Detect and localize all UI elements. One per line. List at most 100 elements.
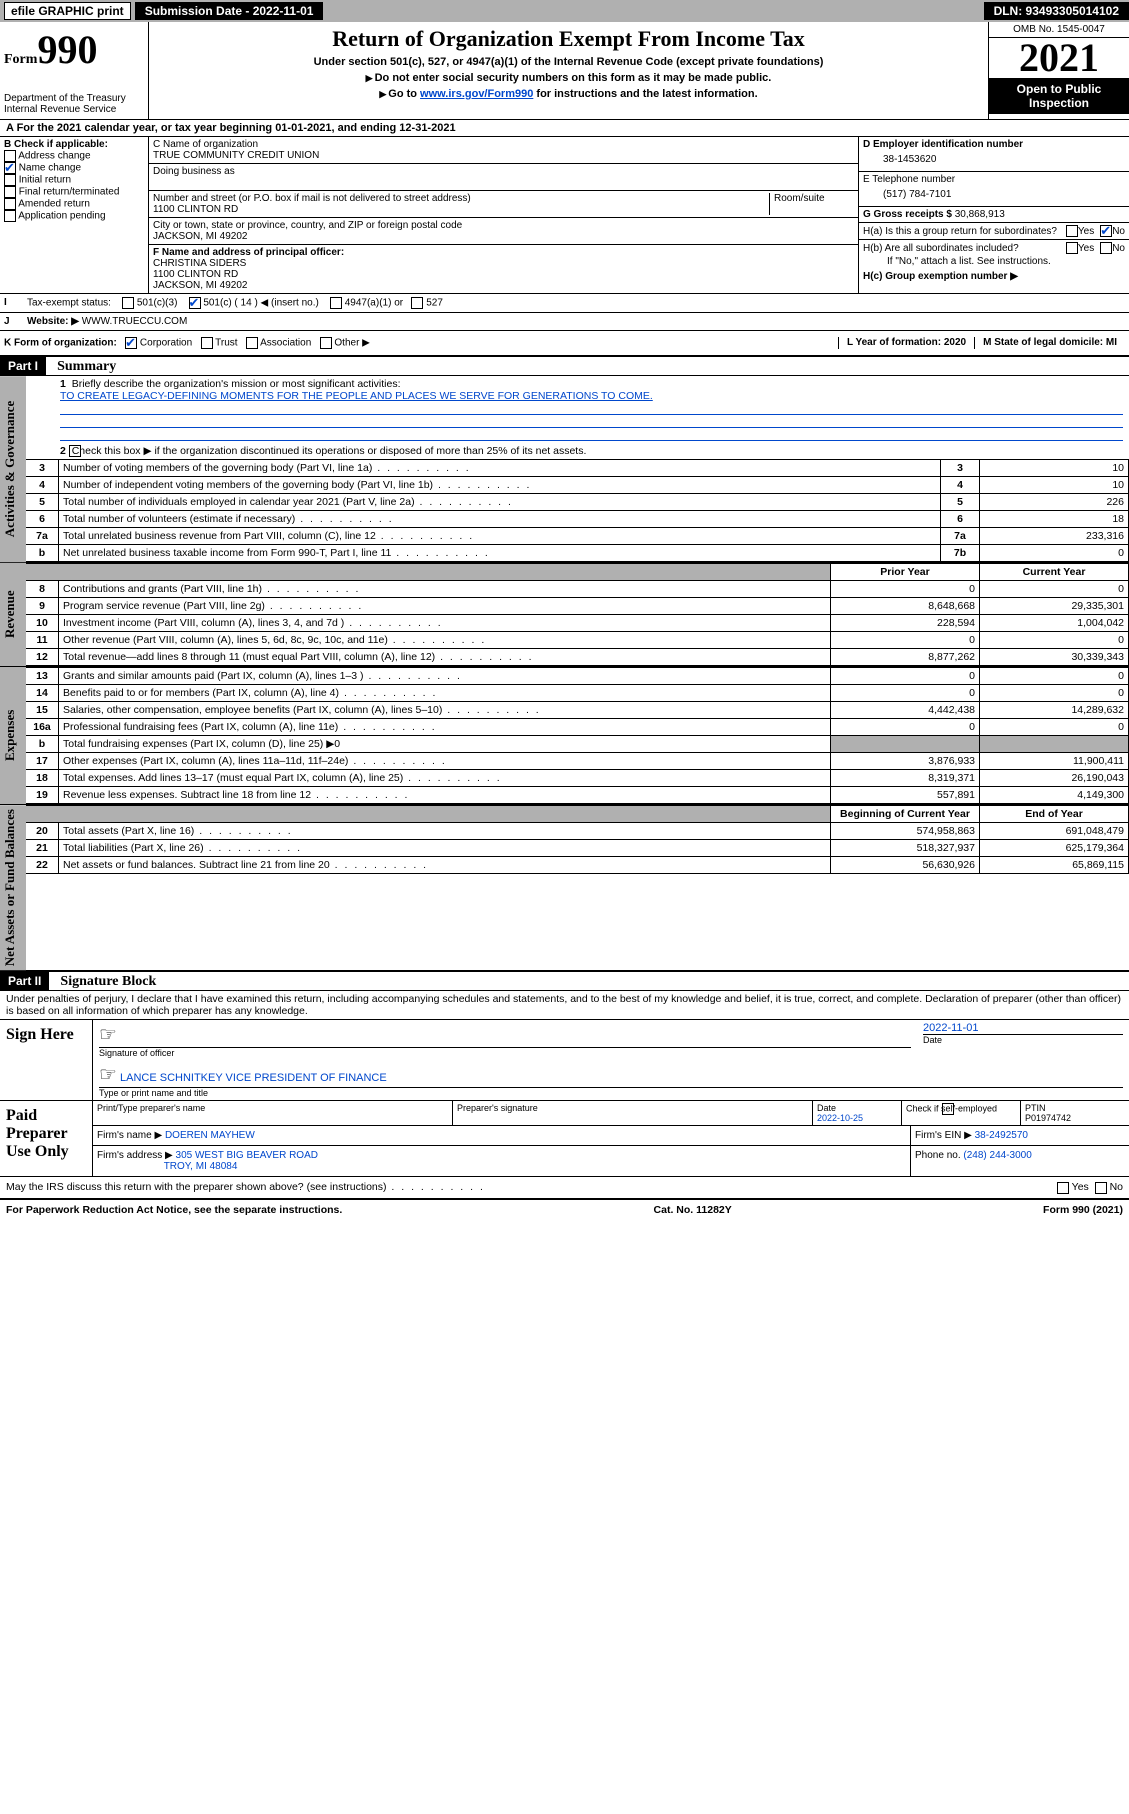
firm-name: DOEREN MAYHEW xyxy=(165,1130,255,1141)
prep-sig-label: Preparer's signature xyxy=(453,1101,813,1125)
discuss-no[interactable] xyxy=(1095,1182,1107,1194)
expenses-block: Expenses 13 Grants and similar amounts p… xyxy=(0,667,1129,805)
irs-link[interactable]: www.irs.gov/Form990 xyxy=(420,88,533,100)
row-curr: 4,149,300 xyxy=(980,787,1129,804)
subtitle-3-pre: Go to xyxy=(388,88,420,100)
hb-no[interactable] xyxy=(1100,242,1112,254)
row-curr: 0 xyxy=(980,685,1129,702)
row-klm: K Form of organization: Corporation Trus… xyxy=(0,331,1129,357)
d-label: D Employer identification number xyxy=(863,139,1125,150)
check-app-pending[interactable] xyxy=(4,210,16,222)
row-desc: Total expenses. Add lines 13–17 (must eq… xyxy=(59,770,831,787)
open-inspection: Open to Public Inspection xyxy=(989,78,1129,114)
row-curr: 0 xyxy=(980,632,1129,649)
governance-block: Activities & Governance 1 Briefly descri… xyxy=(0,376,1129,563)
part2-header: Part II xyxy=(0,972,49,990)
row-num: 19 xyxy=(26,787,59,804)
row-desc: Other revenue (Part VIII, column (A), li… xyxy=(59,632,831,649)
row-val: 226 xyxy=(980,494,1129,511)
submission-date: Submission Date - 2022-11-01 xyxy=(135,2,324,20)
addr-label: Number and street (or P.O. box if mail i… xyxy=(153,193,769,204)
row-curr: 65,869,115 xyxy=(980,857,1129,874)
row-desc: Program service revenue (Part VIII, line… xyxy=(59,598,831,615)
check-other[interactable] xyxy=(320,337,332,349)
row-num: 18 xyxy=(26,770,59,787)
hc-label: H(c) Group exemption number ▶ xyxy=(859,269,1129,284)
dept-treasury: Department of the Treasury xyxy=(4,93,144,104)
netassets-block: Net Assets or Fund Balances Beginning of… xyxy=(0,805,1129,972)
e-value: (517) 784-7101 xyxy=(863,185,1125,204)
prep-date: 2022-10-25 xyxy=(817,1113,863,1123)
discuss-yes[interactable] xyxy=(1057,1182,1069,1194)
check-501c3[interactable] xyxy=(122,297,134,309)
hb-yes[interactable] xyxy=(1066,242,1078,254)
footer-mid: Cat. No. 11282Y xyxy=(654,1204,732,1216)
row-num: 17 xyxy=(26,753,59,770)
efile-label: efile GRAPHIC print xyxy=(4,2,131,20)
check-name-change[interactable] xyxy=(4,162,16,174)
row-desc: Total fundraising expenses (Part IX, col… xyxy=(59,736,831,753)
row-val: 233,316 xyxy=(980,528,1129,545)
form-header: Form990 Department of the Treasury Inter… xyxy=(0,22,1129,120)
line1-value: TO CREATE LEGACY-DEFINING MOMENTS FOR TH… xyxy=(60,390,653,402)
g-value: 30,868,913 xyxy=(955,209,1005,220)
row-desc: Salaries, other compensation, employee b… xyxy=(59,702,831,719)
firm-addr2: TROY, MI 48084 xyxy=(164,1161,238,1172)
row-curr: 691,048,479 xyxy=(980,823,1129,840)
check-trust[interactable] xyxy=(201,337,213,349)
dba-label: Doing business as xyxy=(153,166,854,177)
line2-checkbox[interactable] xyxy=(69,445,81,457)
check-self-employed[interactable] xyxy=(942,1103,954,1115)
check-assoc[interactable] xyxy=(246,337,258,349)
row-curr: 26,190,043 xyxy=(980,770,1129,787)
website-value: WWW.TRUECCU.COM xyxy=(82,316,188,327)
sig-date-value: 2022-11-01 xyxy=(923,1022,1123,1034)
row-desc: Revenue less expenses. Subtract line 18 … xyxy=(59,787,831,804)
check-final[interactable] xyxy=(4,186,16,198)
line1-label: Briefly describe the organization's miss… xyxy=(72,378,401,390)
row-val: 18 xyxy=(980,511,1129,528)
row-num: 4 xyxy=(26,477,59,494)
side-revenue: Revenue xyxy=(0,563,26,666)
irs-label: Internal Revenue Service xyxy=(4,104,144,115)
subtitle-2: Do not enter social security numbers on … xyxy=(375,72,772,84)
check-initial[interactable] xyxy=(4,174,16,186)
e-label: E Telephone number xyxy=(863,174,1125,185)
col-prior-hdr: Prior Year xyxy=(831,564,980,581)
c-name-value: TRUE COMMUNITY CREDIT UNION xyxy=(153,150,854,161)
check-corp[interactable] xyxy=(125,337,137,349)
row-num: b xyxy=(26,545,59,562)
row-prior: 0 xyxy=(831,685,980,702)
row-curr-shade xyxy=(980,736,1129,753)
row-prior: 4,442,438 xyxy=(831,702,980,719)
row-num: 9 xyxy=(26,598,59,615)
row-desc: Other expenses (Part IX, column (A), lin… xyxy=(59,753,831,770)
check-501c[interactable] xyxy=(189,297,201,309)
row-key: 3 xyxy=(941,460,980,477)
check-527[interactable] xyxy=(411,297,423,309)
firm-phone: (248) 244-3000 xyxy=(963,1150,1031,1161)
row-num: 12 xyxy=(26,649,59,666)
dln: DLN: 93493305014102 xyxy=(984,2,1129,20)
row-desc: Total unrelated business revenue from Pa… xyxy=(59,528,941,545)
check-amended[interactable] xyxy=(4,198,16,210)
city-label: City or town, state or province, country… xyxy=(153,220,854,231)
row-prior: 8,648,668 xyxy=(831,598,980,615)
row-key: 6 xyxy=(941,511,980,528)
ha-yes[interactable] xyxy=(1066,225,1078,237)
row-num: 21 xyxy=(26,840,59,857)
check-4947[interactable] xyxy=(330,297,342,309)
row-val: 0 xyxy=(980,545,1129,562)
row-prior: 518,327,937 xyxy=(831,840,980,857)
f-label: F Name and address of principal officer: xyxy=(153,247,854,258)
paid-preparer-label: Paid Preparer Use Only xyxy=(0,1101,93,1176)
row-prior: 228,594 xyxy=(831,615,980,632)
ha-no[interactable] xyxy=(1100,225,1112,237)
row-desc: Investment income (Part VIII, column (A)… xyxy=(59,615,831,632)
part1-title: Summary xyxy=(49,359,116,374)
d-value: 38-1453620 xyxy=(863,150,1125,169)
row-num: b xyxy=(26,736,59,753)
row-j: J Website: ▶ WWW.TRUECCU.COM xyxy=(0,313,1129,331)
officer-name: LANCE SCHNITKEY VICE PRESIDENT OF FINANC… xyxy=(120,1072,387,1084)
row-desc: Number of independent voting members of … xyxy=(59,477,941,494)
